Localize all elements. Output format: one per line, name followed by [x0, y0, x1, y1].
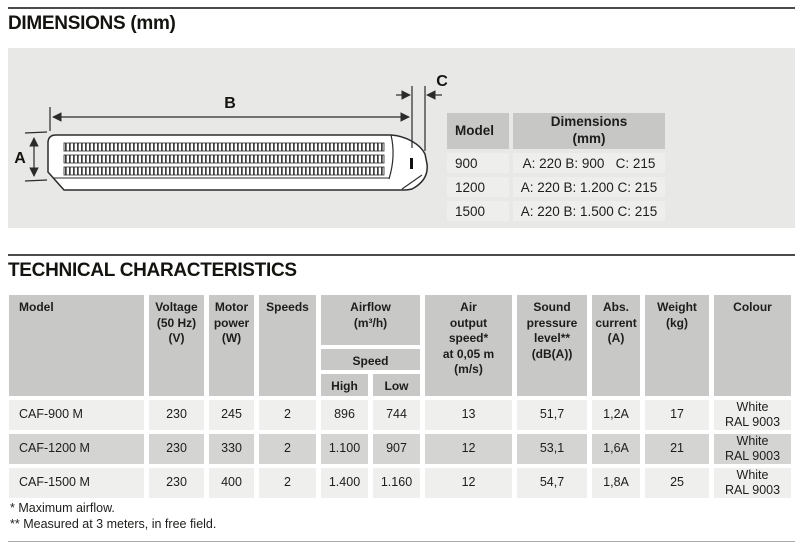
airflow-low-cell: 907 — [373, 433, 421, 464]
tech-header-row-1: Model Voltage (50 Hz) (V) Motor power (W… — [9, 295, 792, 396]
speeds-cell: 2 — [259, 467, 316, 498]
top-divider — [8, 7, 795, 9]
dimension-c-label: C — [436, 73, 448, 90]
model-cell: CAF-1500 M — [9, 467, 144, 498]
col-colour: Colour — [714, 295, 792, 396]
colour-cell: White RAL 9003 — [714, 433, 792, 464]
air-curtain-body — [47, 134, 428, 191]
col-voltage: Voltage (50 Hz) (V) — [149, 295, 204, 396]
col-speed-low: Low — [373, 373, 421, 396]
col-sound-pressure: Sound pressure level** (dB(A)) — [517, 295, 588, 396]
table-row: 900 A: 220 B: 900 C: 215 — [447, 153, 665, 173]
current-cell: 1,6A — [592, 433, 641, 464]
airflow-high-cell: 896 — [321, 399, 368, 430]
voltage-cell: 230 — [149, 399, 204, 430]
col-weight: Weight (kg) — [645, 295, 710, 396]
dim-table-header-row: Model Dimensions (mm) — [447, 113, 665, 149]
footnote-max-airflow: * Maximum airflow. — [10, 501, 115, 515]
sound-cell: 53,1 — [517, 433, 588, 464]
sound-cell: 51,7 — [517, 399, 588, 430]
dimensions-table: Model Dimensions (mm) 900 A: 220 B: 900 … — [443, 109, 669, 225]
airflow-low-cell: 1.160 — [373, 467, 421, 498]
current-cell: 1,2A — [592, 399, 641, 430]
dimension-b-label: B — [224, 95, 236, 112]
voltage-cell: 230 — [149, 467, 204, 498]
technical-title: TECHNICAL CHARACTERISTICS — [8, 260, 297, 281]
dim-model-cell: 900 — [447, 153, 509, 173]
col-model: Model — [9, 295, 144, 396]
weight-cell: 25 — [645, 467, 710, 498]
dim-model-cell: 1500 — [447, 201, 509, 221]
technical-characteristics-table: Model Voltage (50 Hz) (V) Motor power (W… — [4, 291, 796, 502]
motor-cell: 330 — [209, 433, 254, 464]
dim-values-cell: A: 220 B: 1.200 C: 215 — [513, 177, 665, 197]
weight-cell: 17 — [645, 399, 710, 430]
table-row: CAF-1200 M 230 330 2 1.100 907 12 53,1 1… — [9, 433, 792, 464]
sound-cell: 54,7 — [517, 467, 588, 498]
col-air-output-speed: Air output speed* at 0,05 m (m/s) — [425, 295, 513, 396]
model-cell: CAF-900 M — [9, 399, 144, 430]
speeds-cell: 2 — [259, 433, 316, 464]
col-speeds: Speeds — [259, 295, 316, 396]
dimensions-panel: A B C Model Dimensions (mm) — [8, 48, 795, 228]
grille-slots — [63, 142, 385, 176]
colour-cell: White RAL 9003 — [714, 467, 792, 498]
dimension-a-label: A — [14, 150, 26, 167]
air-output-cell: 13 — [425, 399, 513, 430]
col-speed-high: High — [321, 373, 368, 396]
current-cell: 1,8A — [592, 467, 641, 498]
dimension-c-lines — [396, 86, 442, 151]
tech-header-row-2: Speed — [9, 349, 791, 370]
power-indicator — [410, 158, 413, 169]
airflow-high-cell: 1.400 — [321, 467, 368, 498]
col-abs-current: Abs. current (A) — [592, 295, 641, 396]
dimensions-title: DIMENSIONS (mm) — [8, 13, 176, 34]
dimension-a-lines — [24, 131, 48, 182]
air-output-cell: 12 — [425, 467, 513, 498]
table-row: 1500 A: 220 B: 1.500 C: 215 — [447, 201, 665, 221]
col-airflow: Airflow (m³/h) — [321, 295, 421, 345]
product-diagram: A B C — [14, 73, 448, 191]
voltage-cell: 230 — [149, 433, 204, 464]
table-row: 1200 A: 220 B: 1.200 C: 215 — [447, 177, 665, 197]
dim-col-model: Model — [447, 113, 509, 149]
airflow-low-cell: 744 — [373, 399, 421, 430]
speeds-cell: 2 — [259, 399, 316, 430]
dim-model-cell: 1200 — [447, 177, 509, 197]
motor-cell: 245 — [209, 399, 254, 430]
footnote-sound-measurement: ** Measured at 3 meters, in free field. — [10, 517, 217, 531]
col-speed: Speed — [321, 349, 421, 370]
weight-cell: 21 — [645, 433, 710, 464]
air-output-cell: 12 — [425, 433, 513, 464]
footnotes: * Maximum airflow. ** Measured at 3 mete… — [10, 500, 216, 532]
bottom-divider — [8, 541, 795, 542]
colour-cell: White RAL 9003 — [714, 399, 792, 430]
model-cell: CAF-1200 M — [9, 433, 144, 464]
dim-values-cell: A: 220 B: 1.500 C: 215 — [513, 201, 665, 221]
col-motor-power: Motor power (W) — [209, 295, 254, 396]
tech-header-row-3: High Low — [9, 373, 791, 396]
section-divider — [8, 254, 795, 256]
dim-values-cell: A: 220 B: 900 C: 215 — [513, 153, 665, 173]
dim-col-dimensions: Dimensions (mm) — [513, 113, 665, 149]
airflow-high-cell: 1.100 — [321, 433, 368, 464]
dimension-b-lines — [49, 107, 410, 131]
table-row: CAF-1500 M 230 400 2 1.400 1.160 12 54,7… — [9, 467, 792, 498]
table-row: CAF-900 M 230 245 2 896 744 13 51,7 1,2A… — [9, 399, 792, 430]
motor-cell: 400 — [209, 467, 254, 498]
